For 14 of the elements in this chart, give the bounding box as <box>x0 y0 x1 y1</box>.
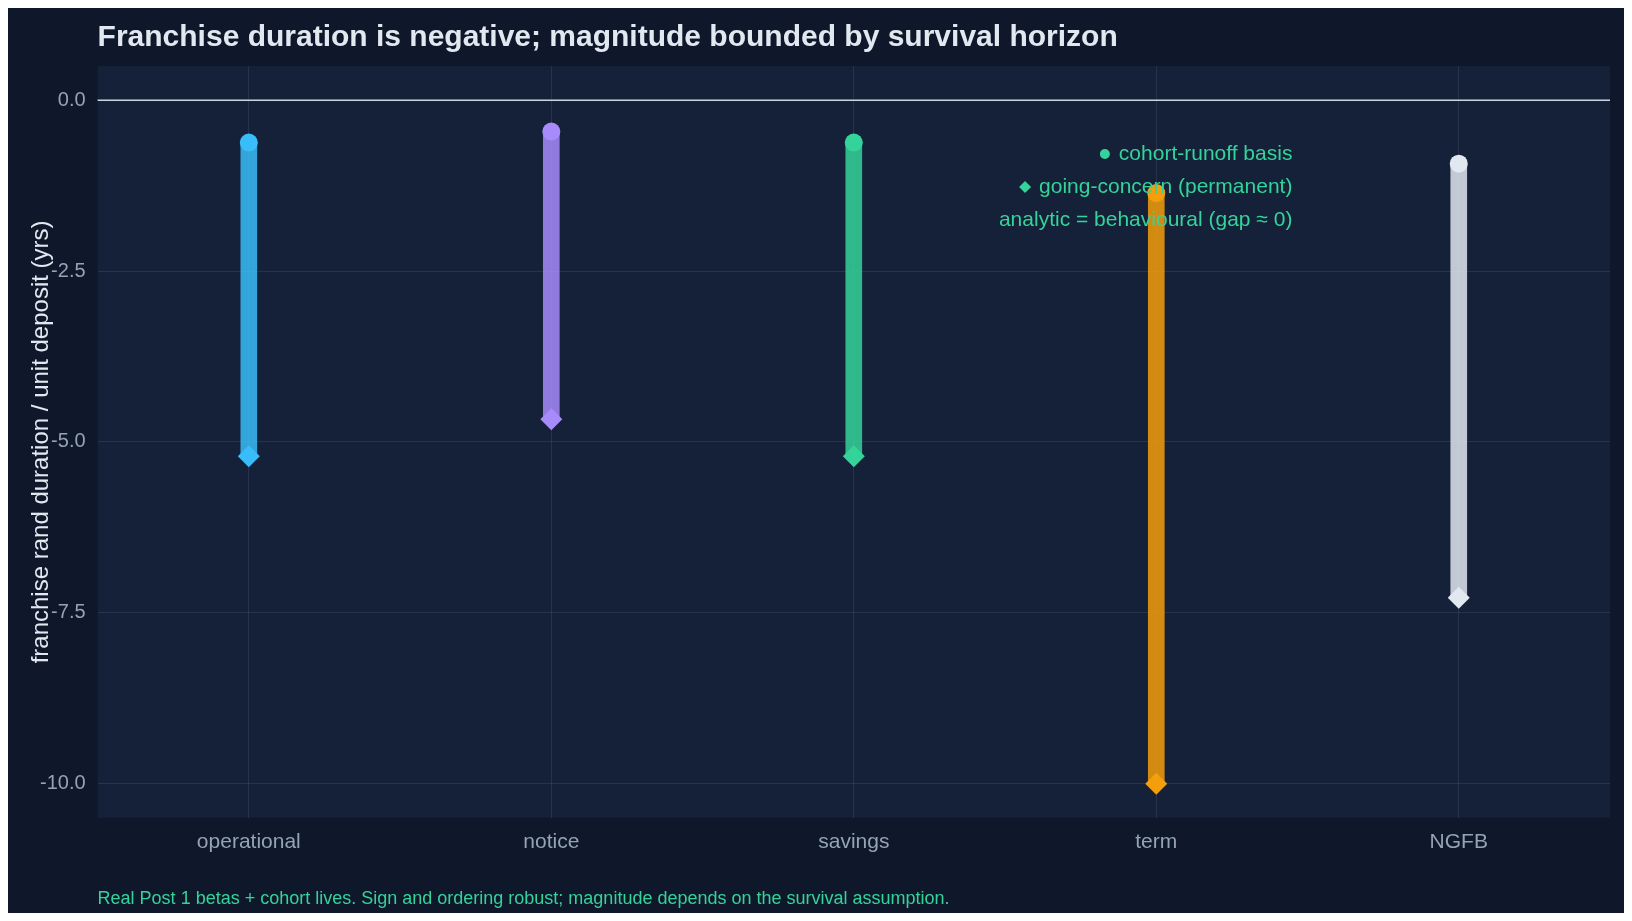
y-tick-label: -10.0 <box>39 771 86 794</box>
chart-title: Franchise duration is negative; magnitude bounded by survival horizon <box>97 19 1118 52</box>
x-tick-label: term <box>1135 829 1178 853</box>
x-tick-label: operational <box>196 829 301 853</box>
y-tick-label: -7.5 <box>51 600 86 623</box>
legend-label: cohort-runoff basis <box>1118 140 1293 164</box>
x-tick-label: savings <box>818 829 890 853</box>
legend-label: going-concern (permanent) <box>1039 173 1293 197</box>
x-tick-label: notice <box>523 829 580 853</box>
text: Real Post 1 betas + cohort lives. Sign and ordering robust; magnitude depends on the survival assumption. <box>97 887 950 908</box>
y-tick-label: 0.0 <box>57 87 86 110</box>
y-tick-label: -5.0 <box>51 429 86 452</box>
x-tick-label: NGFB <box>1429 829 1488 853</box>
y-axis-title: franchise rand duration / unit deposit (yrs) <box>26 220 53 664</box>
